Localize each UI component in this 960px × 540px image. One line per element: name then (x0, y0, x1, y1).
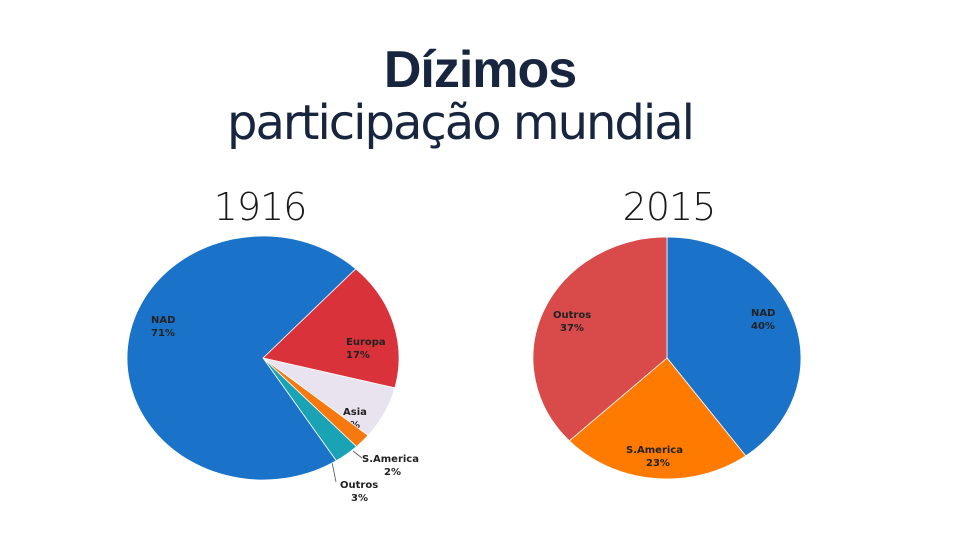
pie-1916-label-nad: NAD (151, 315, 175, 326)
pie-2015-slice-outros (532, 236, 668, 442)
pie-1916-label-s-america: S.America (362, 454, 419, 465)
pie-2015-label-s-america: S.America (626, 445, 683, 456)
chart-2015-title: 2015 (622, 185, 717, 229)
pie-2015-label-outros: Outros (553, 310, 591, 321)
pie-1916-label-outros: Outros (340, 480, 378, 491)
pie-1916-value-s-america: 2% (384, 467, 401, 478)
pie-2015-label-nad: NAD (751, 308, 775, 319)
pie-1916-slice-nad (126, 235, 357, 481)
page-title: Dízimos (383, 41, 577, 99)
pie-2015-value-nad: 40% (751, 321, 775, 332)
pie-2015-slice-nad (666, 236, 802, 457)
pie-2015-value-outros: 37% (560, 323, 584, 334)
pie-1916-value-outros: 3% (351, 493, 368, 504)
pie-2015-value-s-america: 23% (646, 458, 670, 469)
chart-1916-title: 1916 (213, 185, 308, 229)
pie-1916-value-europa: 17% (346, 350, 370, 361)
pie-2015-slice-s-america (568, 357, 747, 480)
pie-1916-leader-s-america (352, 450, 363, 459)
pie-1916-label-asia: Asia (343, 407, 367, 418)
pie-1916-value-nad: 71% (151, 328, 175, 339)
pie-1916-label-europa: Europa (346, 337, 386, 348)
pie-1916-slice-europa (262, 268, 400, 389)
page-subtitle: participação mundial (227, 95, 695, 151)
pie-1916-leader-outros (331, 461, 337, 483)
